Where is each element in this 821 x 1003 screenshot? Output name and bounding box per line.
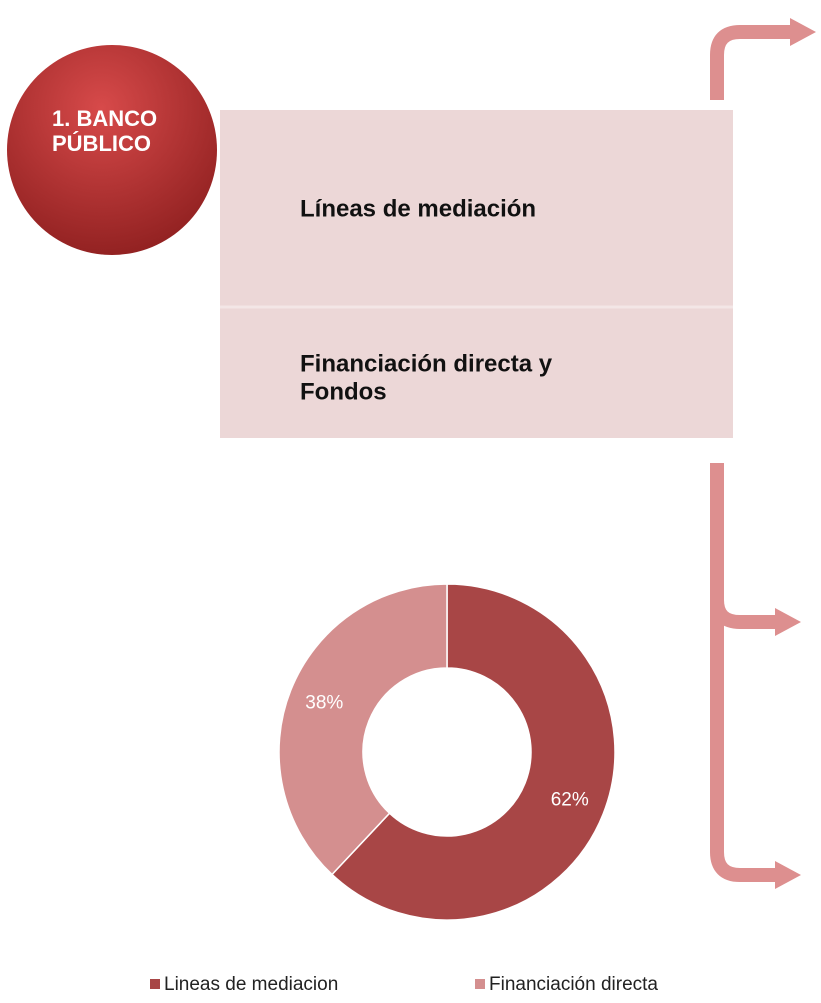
bracket-top [710, 25, 795, 100]
badge-text: PÚBLICO [52, 131, 151, 156]
donut-chart: 62% 38% Lineas de mediacion Financiación di… [150, 583, 658, 995]
legend-label: Lineas de mediacion [164, 974, 338, 995]
arrowhead [775, 608, 801, 636]
brackets [710, 25, 795, 882]
legend-swatch [475, 979, 485, 989]
slice-label: 38% [305, 692, 343, 713]
box-item: Líneas de mediación [300, 195, 536, 222]
donut-slice [278, 583, 448, 876]
bracket-mid [710, 463, 780, 629]
box-item: Financiación directa y [300, 350, 553, 377]
badge-text: 1. BANCO [52, 106, 157, 131]
bracket-bottom [710, 600, 780, 882]
slice-label: 62% [551, 790, 589, 811]
legend-swatch [150, 979, 160, 989]
arrowhead [790, 18, 816, 46]
legend-label: Financiación directa [489, 974, 658, 995]
badge [7, 45, 217, 255]
arrowheads [775, 18, 816, 889]
box [220, 110, 733, 438]
box-item: Fondos [300, 378, 387, 405]
arrowhead [775, 861, 801, 889]
donut-slice [330, 583, 616, 921]
